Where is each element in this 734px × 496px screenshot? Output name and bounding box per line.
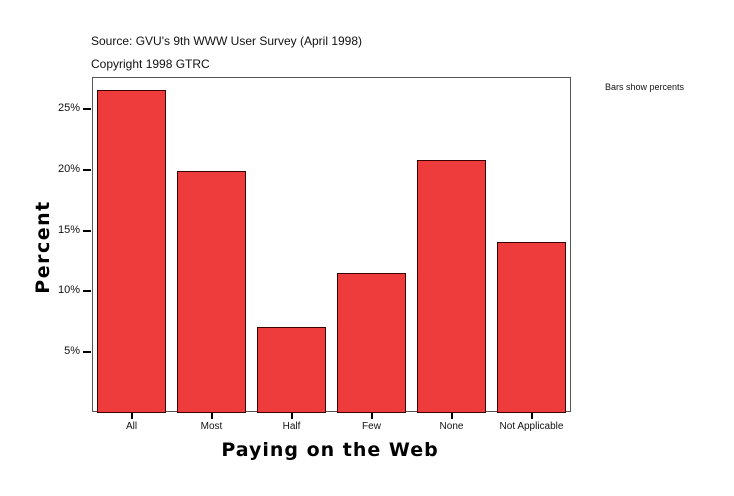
- y-tick-label: 10%: [57, 284, 80, 297]
- y-tick: [83, 168, 91, 171]
- y-tick-label: 5%: [64, 345, 80, 358]
- y-tick: [83, 108, 91, 110]
- y-tick-label: 20%: [57, 162, 80, 175]
- x-axis-title: Paying on the Web: [221, 439, 439, 461]
- x-tick-label: Most: [200, 421, 223, 432]
- y-tick: [83, 290, 91, 293]
- source-text: Source: GVU's 9th WWW User Survey (April…: [91, 34, 363, 48]
- y-tick-label: 15%: [57, 223, 80, 236]
- x-tick-label: All: [125, 421, 138, 432]
- x-tick-label: Not Applicable: [499, 421, 564, 432]
- y-axis-title: Percent: [32, 200, 54, 294]
- copyright-text: Copyright 1998 GTRC: [91, 57, 210, 71]
- x-tick-label: Few: [362, 421, 381, 432]
- x-tick: [530, 413, 533, 419]
- y-tick: [83, 351, 91, 354]
- y-tick: [83, 229, 91, 232]
- bar-none: [417, 160, 486, 413]
- bar-half: [257, 327, 326, 413]
- x-tick: [290, 413, 293, 419]
- bar-few: [337, 273, 406, 413]
- x-tick-label: None: [439, 421, 464, 432]
- x-tick-label: Half: [282, 421, 301, 432]
- bar-most: [177, 171, 246, 413]
- x-tick: [210, 413, 213, 419]
- bar-all: [97, 90, 166, 413]
- bar-not-applicable: [497, 242, 566, 413]
- plot-area: [92, 77, 571, 412]
- x-tick: [130, 413, 133, 419]
- x-tick: [450, 413, 453, 419]
- y-tick-label: 25%: [57, 102, 80, 114]
- bars-note: Bars show percents: [605, 82, 685, 92]
- x-tick: [370, 413, 373, 419]
